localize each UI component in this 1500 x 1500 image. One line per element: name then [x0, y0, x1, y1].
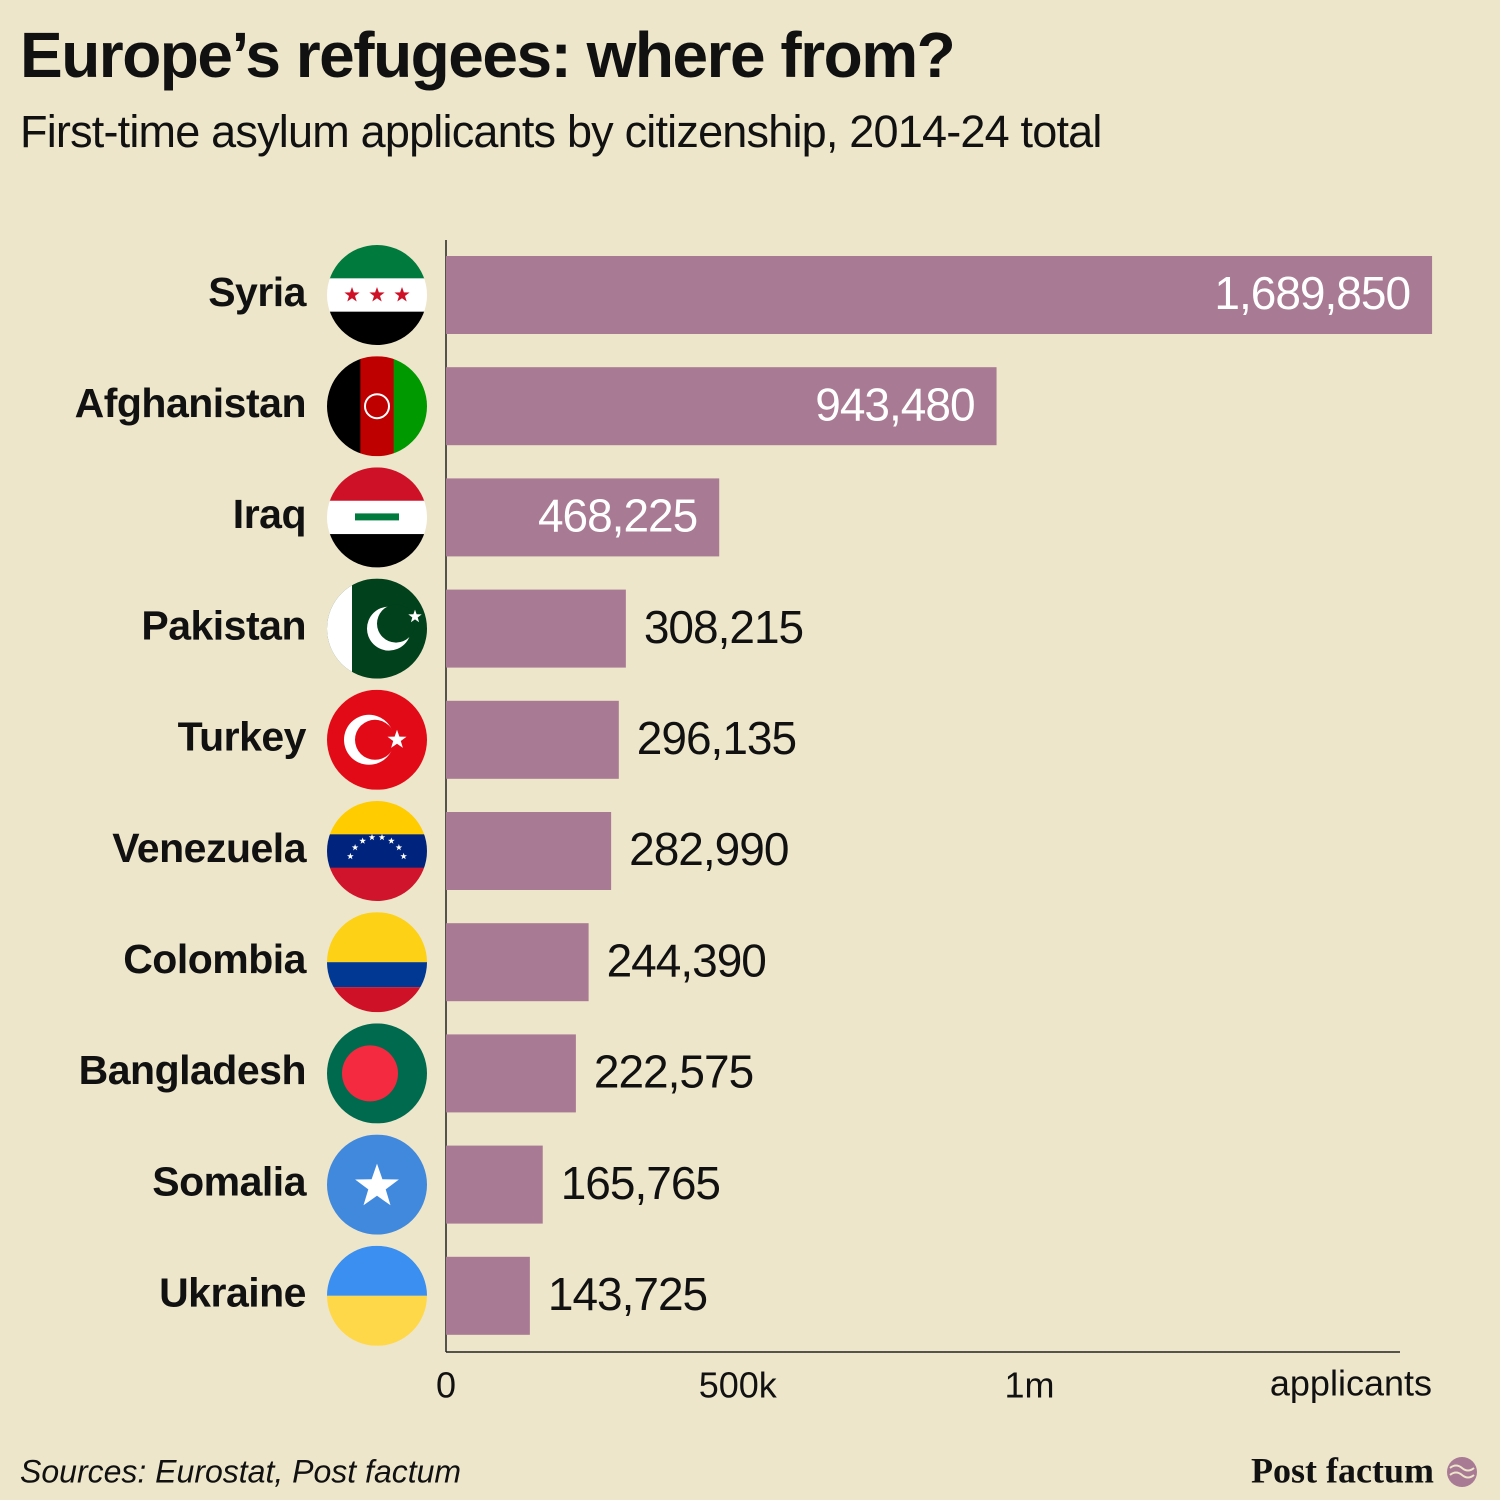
flag-part [359, 837, 366, 844]
value-label: 1,689,850 [1214, 267, 1410, 319]
value-label: 468,225 [538, 490, 697, 542]
flag [327, 245, 427, 345]
value-label: 943,480 [815, 378, 974, 430]
bar [446, 478, 720, 557]
bar [446, 589, 626, 668]
bar [446, 812, 612, 890]
value-label: 308,215 [644, 601, 803, 653]
flag-part [355, 513, 399, 521]
flag-part [344, 287, 360, 302]
category-label: Turkey [178, 714, 307, 760]
x-tick-label: 0 [436, 1365, 456, 1406]
value-label: 143,725 [548, 1268, 707, 1320]
flag [327, 912, 427, 1013]
flag-part [347, 852, 354, 860]
flag [327, 578, 427, 679]
flag [327, 801, 427, 901]
category-label: Pakistan [141, 602, 306, 648]
bar [446, 1145, 543, 1224]
flag [327, 467, 427, 568]
x-axis-label: applicants [1270, 1363, 1432, 1404]
value-label: 244,390 [607, 934, 766, 986]
flag [327, 356, 427, 457]
bar [446, 367, 997, 446]
flag [327, 1023, 427, 1124]
category-label: Afghanistan [75, 380, 306, 426]
category-label: Bangladesh [79, 1047, 306, 1093]
brand-logo [1447, 1457, 1477, 1487]
bar [446, 923, 589, 1002]
value-label: 165,765 [561, 1157, 720, 1209]
flag-part [378, 833, 386, 841]
flag-part [388, 837, 395, 844]
bar [446, 256, 1433, 334]
value-label: 222,575 [594, 1046, 753, 1098]
flag-part [377, 604, 415, 643]
value-label: 282,990 [629, 823, 788, 875]
category-label: Colombia [123, 936, 307, 982]
chart-title: Europe’s refugees: where from? [20, 19, 954, 91]
flag [327, 689, 427, 790]
flag-part [327, 962, 427, 988]
flag-part [400, 852, 407, 860]
source: Sources: Eurostat, Post factum [20, 1453, 461, 1489]
flag-part [355, 1163, 399, 1206]
flag-part [395, 844, 403, 851]
flag [327, 1245, 427, 1346]
category-label: Iraq [233, 491, 306, 537]
x-tick-label: 500k [699, 1365, 778, 1406]
flag [327, 1134, 427, 1235]
category-label: Ukraine [159, 1270, 306, 1316]
category-label: Venezuela [112, 825, 307, 871]
value-label: 296,135 [637, 712, 796, 764]
bar [446, 1034, 576, 1113]
flag-part [368, 833, 376, 841]
chart-subtitle: First-time asylum applicants by citizens… [20, 106, 1102, 157]
bar [446, 1256, 530, 1335]
x-tick-label: 1m [1005, 1365, 1055, 1406]
bar [446, 700, 619, 779]
flag-part [327, 834, 427, 869]
flag-part [342, 1045, 398, 1102]
flag-part [364, 393, 390, 420]
brand: Post factum [1251, 1450, 1434, 1490]
category-label: Somalia [152, 1158, 307, 1204]
flag-part [351, 844, 359, 851]
flag-part [355, 719, 395, 760]
flag-part [369, 287, 385, 302]
flag-part [394, 287, 410, 302]
flag-part [387, 729, 407, 748]
category-label: Syria [208, 269, 307, 315]
flag-part [408, 609, 422, 623]
